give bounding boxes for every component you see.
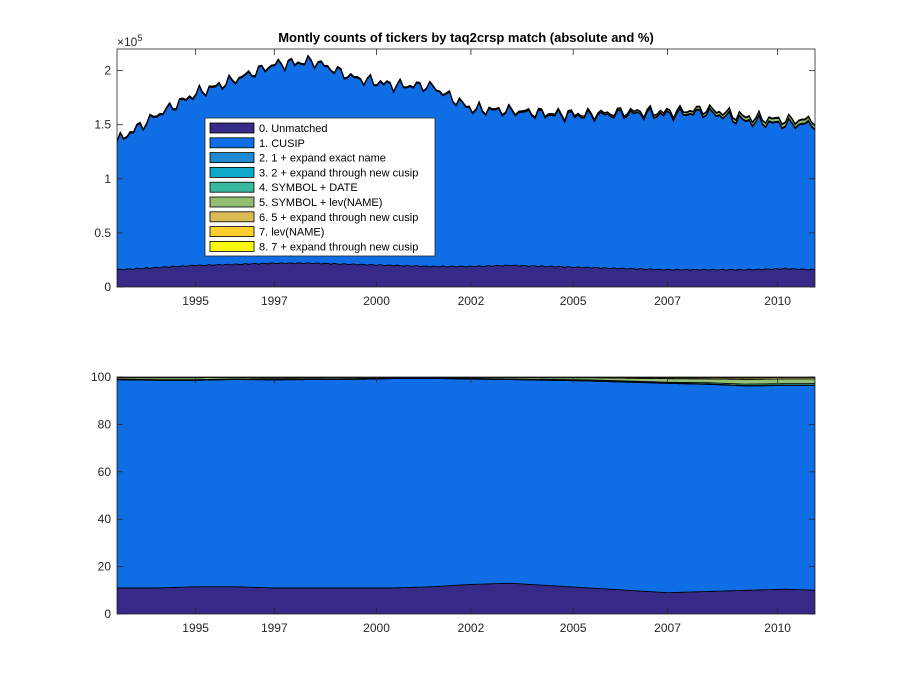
area-series-8 (117, 54, 815, 141)
y-tick-label: 0 (104, 607, 111, 621)
legend-label: 7. lev(NAME) (259, 227, 324, 239)
legend-label: 1. CUSIP (259, 138, 305, 150)
legend-swatch (209, 211, 255, 223)
legend-label: 8. 7 + expand through new cusip (259, 241, 418, 253)
legend-label: 3. 2 + expand through new cusip (259, 167, 418, 179)
legend-swatch (209, 226, 255, 238)
axes-box (116, 48, 816, 288)
legend-swatch (209, 196, 255, 208)
legend-label: 6. 5 + expand through new cusip (259, 212, 418, 224)
legend-swatch (209, 152, 255, 164)
x-tick-label: 1997 (261, 294, 288, 308)
x-tick-label: 2000 (363, 294, 390, 308)
x-tick-label: 2005 (560, 294, 587, 308)
top-chart-absolute: 1995 1997 2000 2002 2005 2007 2010 0 0.5 1 1.5 2 ×10… (94, 33, 816, 308)
y-tick-label: 1 (104, 172, 111, 186)
x-tick-label: 2000 (363, 621, 390, 635)
x-tick-label: 1997 (261, 621, 288, 635)
legend-label: 4. SYMBOL + DATE (259, 182, 358, 194)
x-tick-label: 2002 (458, 621, 485, 635)
y-tick-label: 0 (104, 280, 111, 294)
legend-label: 5. SYMBOL + lev(NAME) (259, 197, 382, 209)
y-tick-label: 1.5 (94, 118, 111, 132)
x-tick-label: 2002 (458, 294, 485, 308)
x-tick-label: 1995 (182, 621, 209, 635)
legend-swatch (209, 122, 255, 134)
legend-swatch (209, 166, 255, 178)
legend-label: 2. 1 + expand exact name (259, 153, 386, 165)
x-tick-label: 2010 (764, 294, 791, 308)
legend-label: 0. Unmatched (259, 123, 327, 135)
legend-swatch (209, 240, 255, 252)
y-exponent-label: ×105 (117, 33, 142, 49)
y-tick-label: 20 (98, 560, 112, 574)
stacked-areas (117, 377, 815, 614)
y-tick-label: 100 (91, 370, 111, 384)
legend: 0. Unmatched 1. CUSIP 2. 1 + expand exact … (204, 117, 436, 257)
area-series-1 (117, 378, 815, 594)
y-tick-label: 80 (98, 417, 112, 431)
legend-swatch (209, 181, 255, 193)
x-tick-label: 1995 (182, 294, 209, 308)
y-tick-label: 2 (104, 64, 111, 78)
legend-swatch (209, 137, 255, 149)
x-tick-label: 2005 (560, 621, 587, 635)
y-tick-label: 0.5 (94, 226, 111, 240)
x-tick-label: 2010 (764, 621, 791, 635)
y-tick-label: 60 (98, 465, 112, 479)
axes-box (116, 376, 816, 615)
y-exponent-power: 5 (137, 33, 142, 43)
y-tick-label: 40 (98, 512, 112, 526)
bottom-chart-percent: 1995 1997 2000 2002 2005 2007 2010 0 20 40 60 80 100 (91, 370, 816, 635)
x-tick-label: 2007 (654, 294, 681, 308)
figure-title: Montly counts of tickers by taq2crsp mat… (278, 30, 654, 45)
x-tick-label: 2007 (654, 621, 681, 635)
